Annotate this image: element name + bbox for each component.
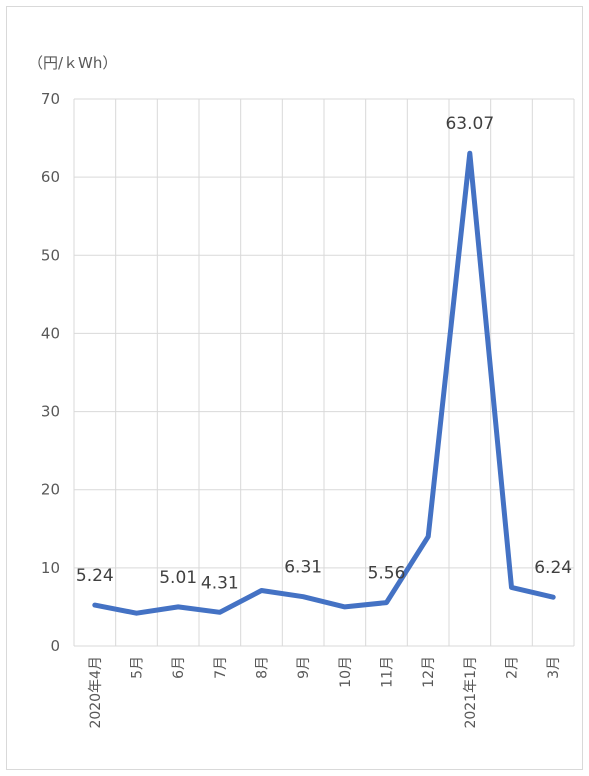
- y-unit-label: （円/ｋWh）: [28, 54, 117, 72]
- data-label: 4.31: [201, 573, 239, 593]
- x-tick-label: 9月: [296, 656, 312, 679]
- x-tick-label: 8月: [255, 656, 271, 679]
- data-label: 6.24: [534, 558, 572, 578]
- y-tick-label: 50: [41, 246, 60, 264]
- data-label: 5.24: [76, 566, 114, 586]
- gridlines: [73, 98, 575, 647]
- series-line: [92, 150, 556, 616]
- x-tick-label: 10月: [338, 656, 354, 688]
- series-layer: [92, 150, 556, 616]
- data-label: 63.07: [445, 114, 494, 134]
- x-tick-label: 6月: [171, 656, 187, 679]
- x-tick-label: 2020年4月: [88, 656, 104, 729]
- x-tick-label: 11月: [380, 656, 396, 688]
- x-tick-label: 3月: [546, 656, 562, 679]
- y-tick-label: 70: [41, 90, 60, 108]
- y-tick-label: 30: [41, 403, 60, 421]
- y-tick-label: 60: [41, 168, 60, 186]
- x-tick-label: 12月: [421, 656, 437, 688]
- y-tick-label: 20: [41, 481, 60, 499]
- data-label: 5.01: [159, 568, 197, 588]
- x-tick-label: 2月: [505, 656, 521, 679]
- x-tick-label: 5月: [130, 656, 146, 679]
- y-tick-label: 10: [41, 559, 60, 577]
- x-axis-ticks: 2020年4月 5月 6月 7月 8月 9月 10月 11月 12月 2021年1月 2月 3月: [88, 656, 562, 729]
- data-labels: 5.24 5.01 4.31 6.31 5.56 63.07 6.24: [76, 114, 572, 593]
- data-label: 5.56: [368, 564, 406, 584]
- data-label: 6.31: [284, 558, 322, 578]
- x-tick-label: 7月: [213, 656, 229, 679]
- y-tick-label: 0: [50, 637, 60, 655]
- x-tick-label: 2021年1月: [463, 656, 479, 729]
- chart-frame: [6, 6, 583, 770]
- y-tick-label: 40: [41, 324, 60, 342]
- y-axis-ticks: 0 10 20 30 40 50 60 70: [41, 90, 60, 655]
